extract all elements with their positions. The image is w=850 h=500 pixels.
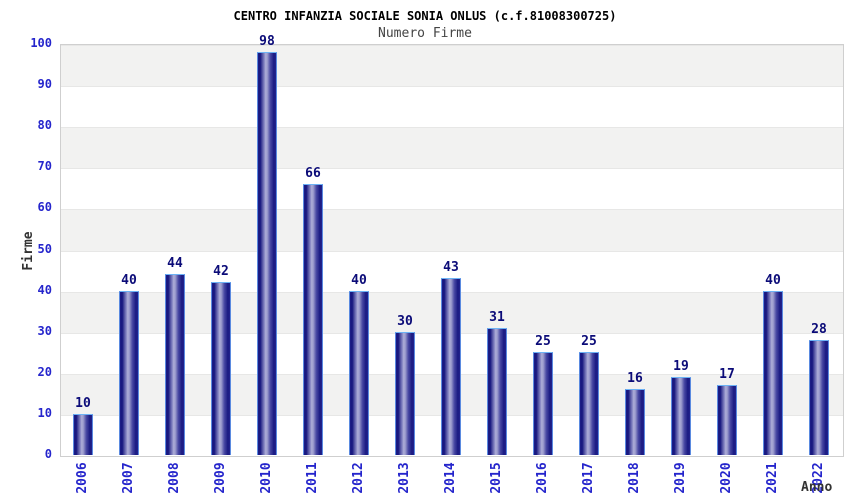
x-tick-label: 2009 (213, 462, 228, 494)
y-tick-label: 90 (37, 77, 52, 92)
bar (395, 331, 415, 455)
y-tick-label: 10 (37, 405, 52, 420)
bar-value-label: 40 (765, 272, 781, 288)
y-tick-label: 80 (37, 118, 52, 133)
x-tick-label: 2017 (581, 462, 596, 494)
x-tick-label: 2007 (121, 462, 136, 494)
x-axis-title: Anno (801, 480, 833, 495)
bar-value-label: 98 (259, 34, 275, 50)
bar-value-label: 19 (673, 358, 689, 374)
x-tick-label: 2018 (627, 462, 642, 494)
x-tick-label: 2016 (535, 462, 550, 494)
bar (533, 352, 553, 455)
bar-value-label: 43 (443, 260, 459, 276)
bar (211, 282, 231, 455)
x-tick-label: 2014 (443, 462, 458, 494)
bar-value-label: 40 (351, 272, 367, 288)
bar (809, 339, 829, 455)
grid-band (61, 209, 843, 251)
y-tick-label: 100 (30, 36, 52, 50)
bar (717, 385, 737, 455)
chart-title: CENTRO INFANZIA SOCIALE SONIA ONLUS (c.f… (233, 9, 617, 23)
grid-band (61, 127, 843, 169)
y-tick-label: 30 (37, 323, 52, 338)
x-tick-label: 2011 (305, 462, 320, 494)
bar (257, 52, 277, 455)
x-tick-label: 2012 (351, 462, 366, 494)
y-tick-label: 40 (37, 282, 52, 297)
bar-value-label: 28 (811, 321, 827, 337)
chart-subtitle: Numero Firme (378, 26, 472, 41)
x-tick-label: 2006 (75, 462, 90, 494)
bar-value-label: 10 (75, 395, 91, 411)
bar-value-label: 17 (719, 367, 735, 383)
bar-value-label: 25 (581, 334, 597, 350)
bar-value-label: 30 (397, 313, 413, 329)
x-tick-label: 2020 (719, 462, 734, 494)
x-tick-label: 2021 (765, 462, 780, 494)
bar (441, 278, 461, 455)
y-tick-label: 50 (37, 241, 52, 256)
bar-value-label: 40 (121, 272, 137, 288)
bar (671, 376, 691, 455)
y-tick-label: 60 (37, 200, 52, 215)
bar-value-label: 25 (535, 334, 551, 350)
bar (763, 290, 783, 455)
bar (165, 274, 185, 455)
grid-band (61, 168, 843, 210)
bar (625, 389, 645, 455)
y-tick-label: 20 (37, 364, 52, 379)
x-tick-label: 2008 (167, 462, 182, 494)
bar (73, 413, 93, 455)
bar (119, 290, 139, 455)
bar-value-label: 31 (489, 309, 505, 325)
bar-value-label: 44 (167, 256, 183, 272)
x-tick-label: 2015 (489, 462, 504, 494)
y-tick-label: 0 (44, 447, 52, 461)
grid-band (61, 45, 843, 87)
bar-value-label: 16 (627, 371, 643, 387)
bar (349, 290, 369, 455)
bar (579, 352, 599, 455)
bar (487, 327, 507, 455)
bar-value-label: 42 (213, 264, 229, 280)
bar-value-label: 66 (305, 165, 321, 181)
x-tick-label: 2010 (259, 462, 274, 494)
x-tick-label: 2013 (397, 462, 412, 494)
grid-band (61, 86, 843, 128)
x-tick-label: 2019 (673, 462, 688, 494)
bar (303, 183, 323, 455)
y-tick-label: 70 (37, 159, 52, 174)
